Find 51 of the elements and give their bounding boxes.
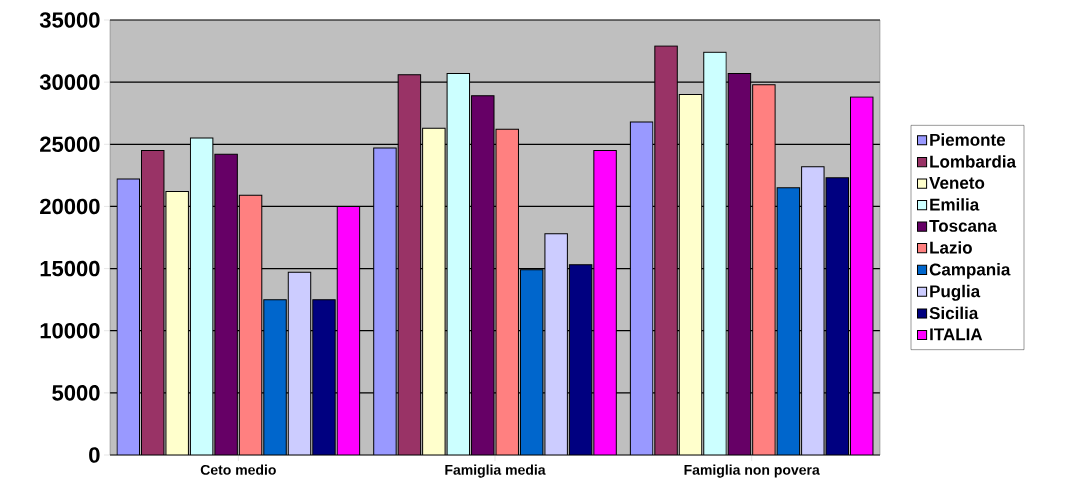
y-tick-label: 20000 <box>40 198 100 215</box>
bar <box>544 233 568 455</box>
legend-label: Campania <box>929 263 1011 279</box>
bar <box>189 137 214 455</box>
bar <box>373 147 397 455</box>
bar <box>141 150 165 455</box>
legend-label: Toscana <box>929 219 997 232</box>
bar <box>287 271 312 455</box>
bar <box>568 264 593 455</box>
x-tick-label: Famiglia media <box>445 464 546 478</box>
bar <box>263 299 287 455</box>
legend-label: Sicilia <box>929 306 979 320</box>
legend-label: Emilia <box>930 198 980 211</box>
bar <box>471 95 495 455</box>
bar <box>801 166 825 455</box>
legend-label: Veneto <box>929 176 985 189</box>
bar <box>336 205 361 455</box>
bar <box>214 153 238 455</box>
x-tick-label: Famiglia non povera <box>684 464 820 478</box>
y-tick-label: 0 <box>89 447 100 463</box>
bar <box>629 121 654 455</box>
bar <box>850 96 874 455</box>
bar <box>116 178 140 455</box>
bar <box>678 94 703 455</box>
y-tick-label: 30000 <box>39 74 100 90</box>
bar <box>165 191 189 455</box>
y-tick-label: 15000 <box>40 260 100 277</box>
bar <box>312 299 336 455</box>
x-tick-label: Ceto medio <box>200 464 276 475</box>
bar <box>752 84 776 455</box>
bar <box>727 72 752 455</box>
bar <box>397 74 422 455</box>
bar <box>238 194 263 455</box>
legend-label: Puglia <box>930 284 981 301</box>
y-tick-label: 25000 <box>40 136 100 153</box>
legend-label: Piemonte <box>930 133 1006 146</box>
bar <box>495 128 519 455</box>
y-tick-label: 5000 <box>52 385 100 401</box>
bar <box>446 72 471 455</box>
legend-label: ITALIA <box>930 328 983 341</box>
y-tick-label: 10000 <box>40 322 100 339</box>
legend-label: Lombardia <box>930 155 1017 168</box>
bar <box>593 150 617 455</box>
legend-label: Lazio <box>930 241 972 254</box>
bar <box>519 269 544 455</box>
bar <box>654 45 678 455</box>
bar <box>703 51 727 455</box>
bar <box>825 177 850 455</box>
bar <box>776 187 801 455</box>
y-tick-label: 35000 <box>39 12 100 28</box>
bar <box>422 127 446 455</box>
